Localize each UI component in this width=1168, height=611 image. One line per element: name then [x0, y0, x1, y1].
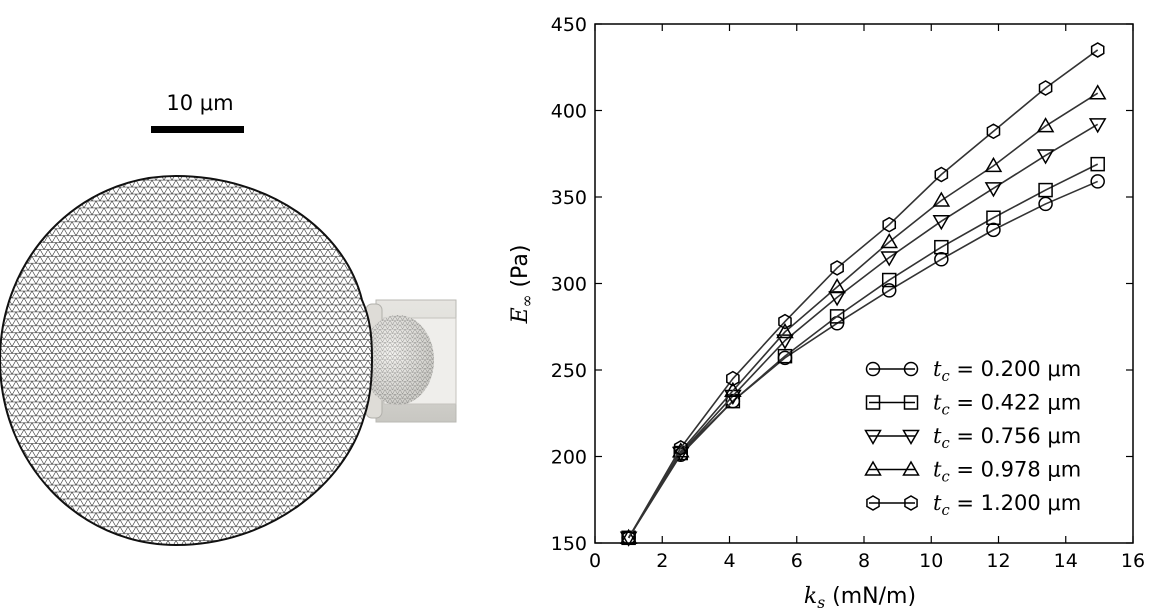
- scale-bar: [151, 126, 244, 133]
- data-point: [881, 272, 897, 288]
- legend: tc = 0.200 μm tc = 0.422 μm tc = 0.756 μm t…: [864, 357, 1081, 519]
- data-point: [778, 313, 792, 330]
- data-point: [830, 260, 844, 276]
- y-tick-label: 200: [551, 447, 587, 469]
- legend-marker: [903, 361, 919, 377]
- legend-entry: tc = 0.978 μm: [864, 458, 1081, 486]
- cell-mesh: [0, 174, 374, 547]
- x-tick-label: 12: [986, 550, 1010, 572]
- data-point: [984, 156, 1003, 173]
- series-layer: [619, 42, 1107, 547]
- series-line: [627, 49, 1099, 539]
- data-point: [726, 370, 740, 387]
- data-point: [829, 309, 845, 324]
- x-tick-label: 0: [589, 550, 601, 572]
- data-point: [986, 222, 1001, 238]
- data-point: [1036, 117, 1055, 133]
- data-point: [881, 283, 897, 298]
- data-point: [673, 439, 688, 456]
- data-point: [621, 529, 636, 546]
- svg-text:ks (mN/m): ks (mN/m): [804, 584, 916, 611]
- data-point: [984, 182, 1003, 198]
- chart: 0 2 4 6 8 10 12 14 16 150 200 250 300 350 400 450 E∞ (P…: [508, 14, 1145, 611]
- legend-marker: [865, 395, 881, 410]
- data-point: [1038, 80, 1053, 96]
- x-tick-label: 10: [919, 550, 943, 572]
- y-axis-label: E∞ (Pa): [508, 245, 536, 325]
- scale-bar-label: 10 μm: [166, 91, 233, 115]
- y-tick-label: 350: [551, 187, 587, 209]
- legend-label: tc = 0.200 μm: [933, 357, 1081, 385]
- legend-marker: [866, 495, 880, 511]
- legend-entry: tc = 0.756 μm: [864, 424, 1081, 452]
- data-point: [671, 442, 690, 458]
- data-point: [986, 210, 1001, 226]
- legend-marker: [902, 460, 920, 476]
- series-line: [627, 163, 1099, 539]
- y-tick-label: 250: [551, 360, 587, 382]
- y-tick-label: 300: [551, 274, 587, 296]
- series-triangle-up: [619, 84, 1107, 545]
- data-point: [932, 191, 951, 207]
- mesh-illustration: 10 μm: [0, 91, 457, 547]
- data-point: [1088, 84, 1107, 100]
- legend-label: tc = 0.978 μm: [933, 458, 1081, 486]
- data-point: [882, 216, 897, 233]
- legend-marker: [865, 361, 881, 377]
- x-axis-label: ks (mN/m): [804, 584, 916, 611]
- data-point: [776, 334, 794, 350]
- data-point: [880, 232, 899, 249]
- data-point: [776, 322, 794, 339]
- legend-entry: tc = 0.422 μm: [865, 391, 1081, 419]
- legend-entry: tc = 1.200 μm: [866, 491, 1081, 519]
- data-point: [725, 393, 741, 409]
- y-tick-label: 450: [551, 14, 587, 36]
- data-point: [880, 251, 899, 267]
- tick-labels: 0 2 4 6 8 10 12 14 16 150 200 250 300 350 400 450: [551, 14, 1145, 572]
- data-point: [1038, 196, 1053, 212]
- legend-marker: [864, 429, 882, 446]
- aspirated-cap: [362, 315, 434, 405]
- legend-label: tc = 1.200 μm: [933, 491, 1081, 519]
- series-square: [621, 156, 1105, 546]
- x-tick-label: 4: [723, 550, 735, 572]
- data-point: [1090, 42, 1105, 58]
- legend-entry: tc = 0.200 μm: [865, 357, 1081, 385]
- data-point: [934, 252, 949, 267]
- data-point: [1036, 149, 1055, 165]
- data-point: [934, 166, 949, 183]
- legend-marker: [902, 429, 920, 446]
- legend-marker: [903, 395, 919, 410]
- plot-frame: [594, 23, 1134, 544]
- data-point: [986, 123, 1001, 140]
- data-point: [932, 214, 951, 231]
- legend-label: tc = 0.756 μm: [933, 424, 1081, 452]
- data-point: [777, 348, 793, 364]
- data-point: [1090, 174, 1105, 189]
- data-point: [1088, 118, 1107, 134]
- legend-marker: [864, 460, 882, 476]
- legend-marker: [904, 495, 918, 511]
- legend-label: tc = 0.422 μm: [933, 391, 1081, 419]
- data-point: [828, 277, 846, 294]
- svg-text:E∞ (Pa): E∞ (Pa): [508, 245, 536, 325]
- x-tick-label: 14: [1054, 550, 1078, 572]
- x-tick-label: 16: [1121, 550, 1145, 572]
- x-tick-label: 8: [858, 550, 870, 572]
- y-tick-label: 400: [551, 101, 587, 123]
- x-tick-label: 6: [791, 550, 803, 572]
- data-point: [724, 381, 742, 398]
- series-hexagon: [621, 42, 1105, 546]
- y-tick-label: 150: [551, 533, 587, 555]
- data-point: [619, 531, 638, 547]
- x-tick-label: 2: [656, 550, 668, 572]
- data-point: [934, 239, 949, 255]
- series-line: [627, 123, 1099, 539]
- data-point: [1090, 156, 1105, 172]
- series-line: [627, 92, 1099, 539]
- data-point: [1038, 182, 1053, 198]
